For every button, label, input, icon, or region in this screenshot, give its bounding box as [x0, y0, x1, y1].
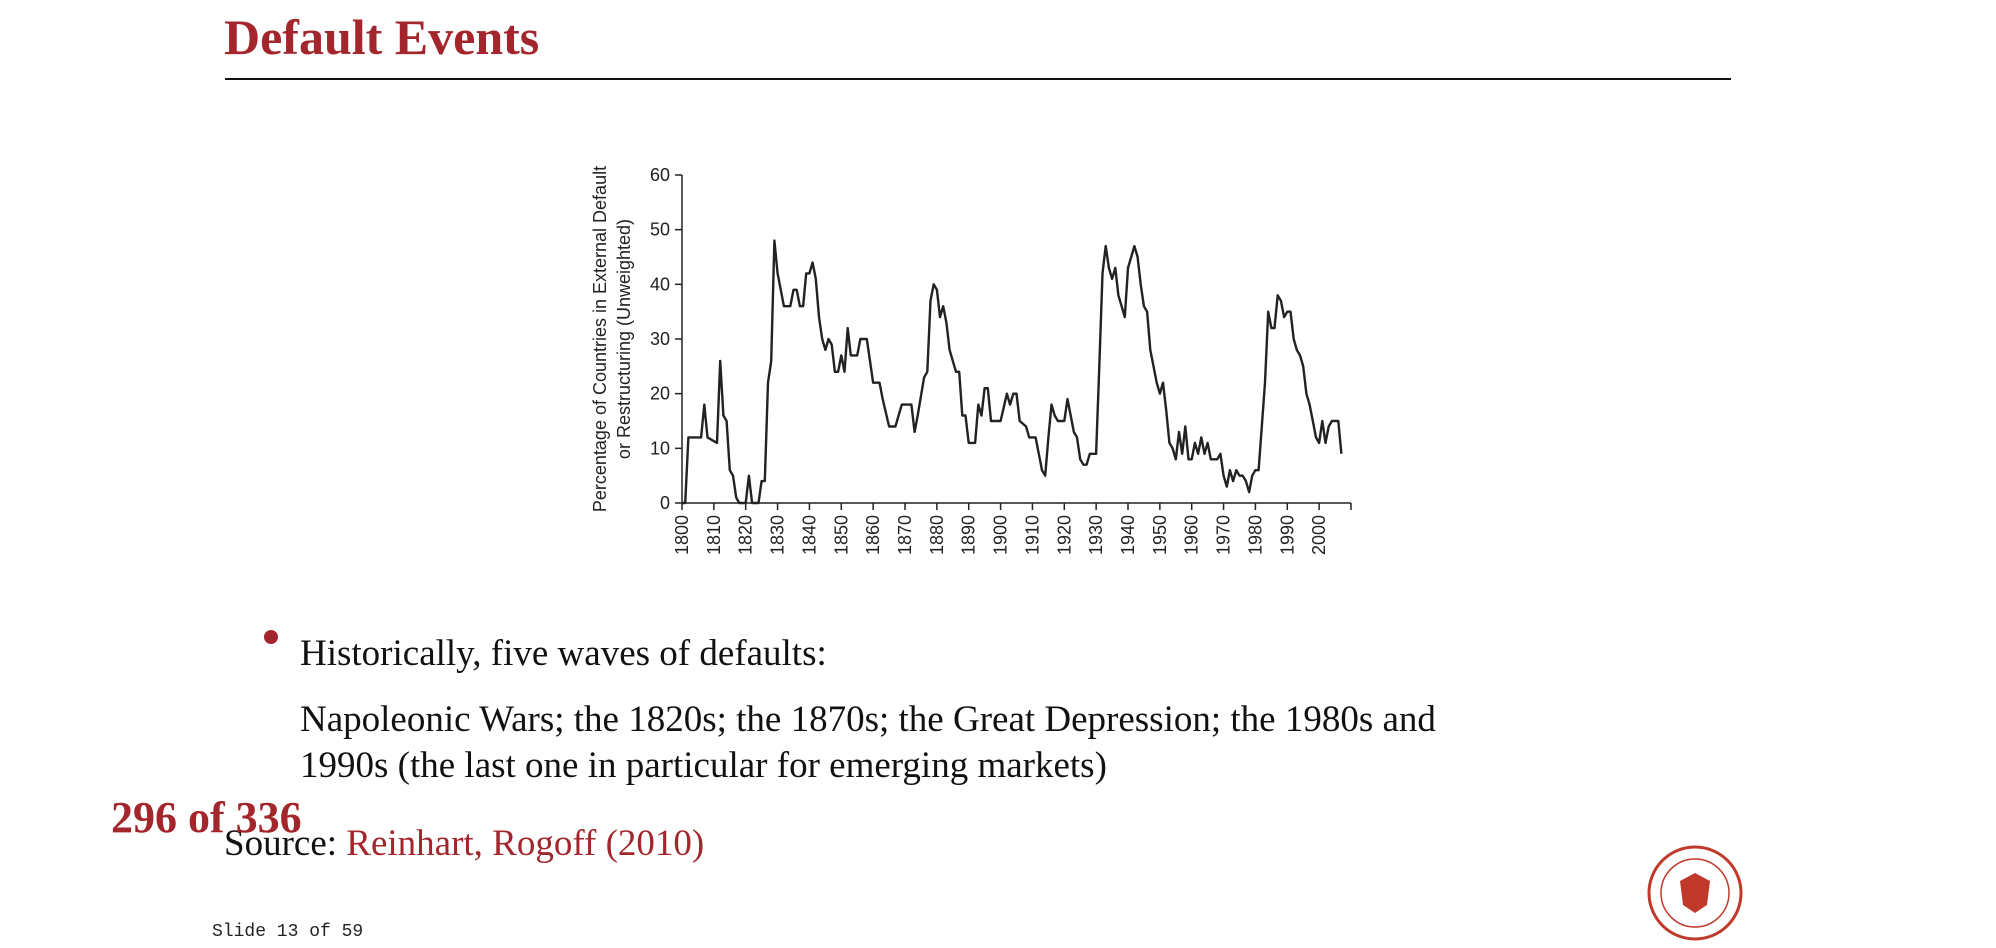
- title-rule: [225, 78, 1731, 80]
- y-tick-label: 50: [650, 220, 670, 240]
- y-tick-label: 60: [650, 165, 670, 185]
- bullet-dot: [264, 630, 278, 644]
- x-tick-label: 1810: [704, 515, 724, 555]
- y-axis-label: Percentage of Countries in External Defa…: [590, 166, 610, 512]
- x-tick-label: 2000: [1309, 515, 1329, 555]
- bullet-text: Historically, five waves of defaults:: [300, 633, 827, 674]
- x-tick-label: 1860: [863, 515, 883, 555]
- y-tick-label: 40: [650, 274, 670, 294]
- x-tick-label: 1910: [1022, 515, 1042, 555]
- x-tick-label: 1830: [768, 515, 788, 555]
- x-tick-label: 1920: [1054, 515, 1074, 555]
- x-tick-label: 1960: [1182, 515, 1202, 555]
- source-label: Source:: [224, 823, 338, 864]
- x-tick-label: 1940: [1118, 515, 1138, 555]
- x-tick-label: 1980: [1245, 515, 1265, 555]
- y-tick-label: 10: [650, 438, 670, 458]
- x-tick-label: 1970: [1214, 515, 1234, 555]
- x-tick-label: 1850: [831, 515, 851, 555]
- x-tick-label: 1930: [1086, 515, 1106, 555]
- page-counter: 296 of 336: [111, 793, 302, 842]
- slide-counter: Slide 13 of 59: [212, 922, 364, 942]
- paragraph-line: Napoleonic Wars; the 1820s; the 1870s; t…: [300, 699, 1436, 740]
- paragraph-line: 1990s (the last one in particular for em…: [300, 745, 1107, 786]
- x-tick-label: 1990: [1277, 515, 1297, 555]
- slide-title: Default Events: [224, 9, 540, 65]
- source-link[interactable]: Reinhart, Rogoff (2010): [346, 823, 705, 864]
- x-tick-label: 1840: [799, 515, 819, 555]
- x-tick-label: 1880: [927, 515, 947, 555]
- x-tick-label: 1950: [1150, 515, 1170, 555]
- data-line: [682, 239, 1343, 505]
- x-tick-label: 1870: [895, 515, 915, 555]
- x-tick-label: 1900: [991, 515, 1011, 555]
- x-tick-label: 1890: [959, 515, 979, 555]
- x-tick-label: 1800: [672, 515, 692, 555]
- y-tick-label: 0: [660, 493, 670, 513]
- y-tick-label: 20: [650, 384, 670, 404]
- source: Source: Reinhart, Rogoff (2010): [224, 822, 704, 865]
- chart: 0 10 20 30 40 50 60 1800 1810 1820 1830 1840 1850 186…: [590, 165, 1352, 555]
- logo: [1647, 845, 1743, 941]
- y-axis-label: or Restructuring (Unweighted): [614, 219, 634, 459]
- y-tick-label: 30: [650, 329, 670, 349]
- x-tick-label: 1820: [736, 515, 756, 555]
